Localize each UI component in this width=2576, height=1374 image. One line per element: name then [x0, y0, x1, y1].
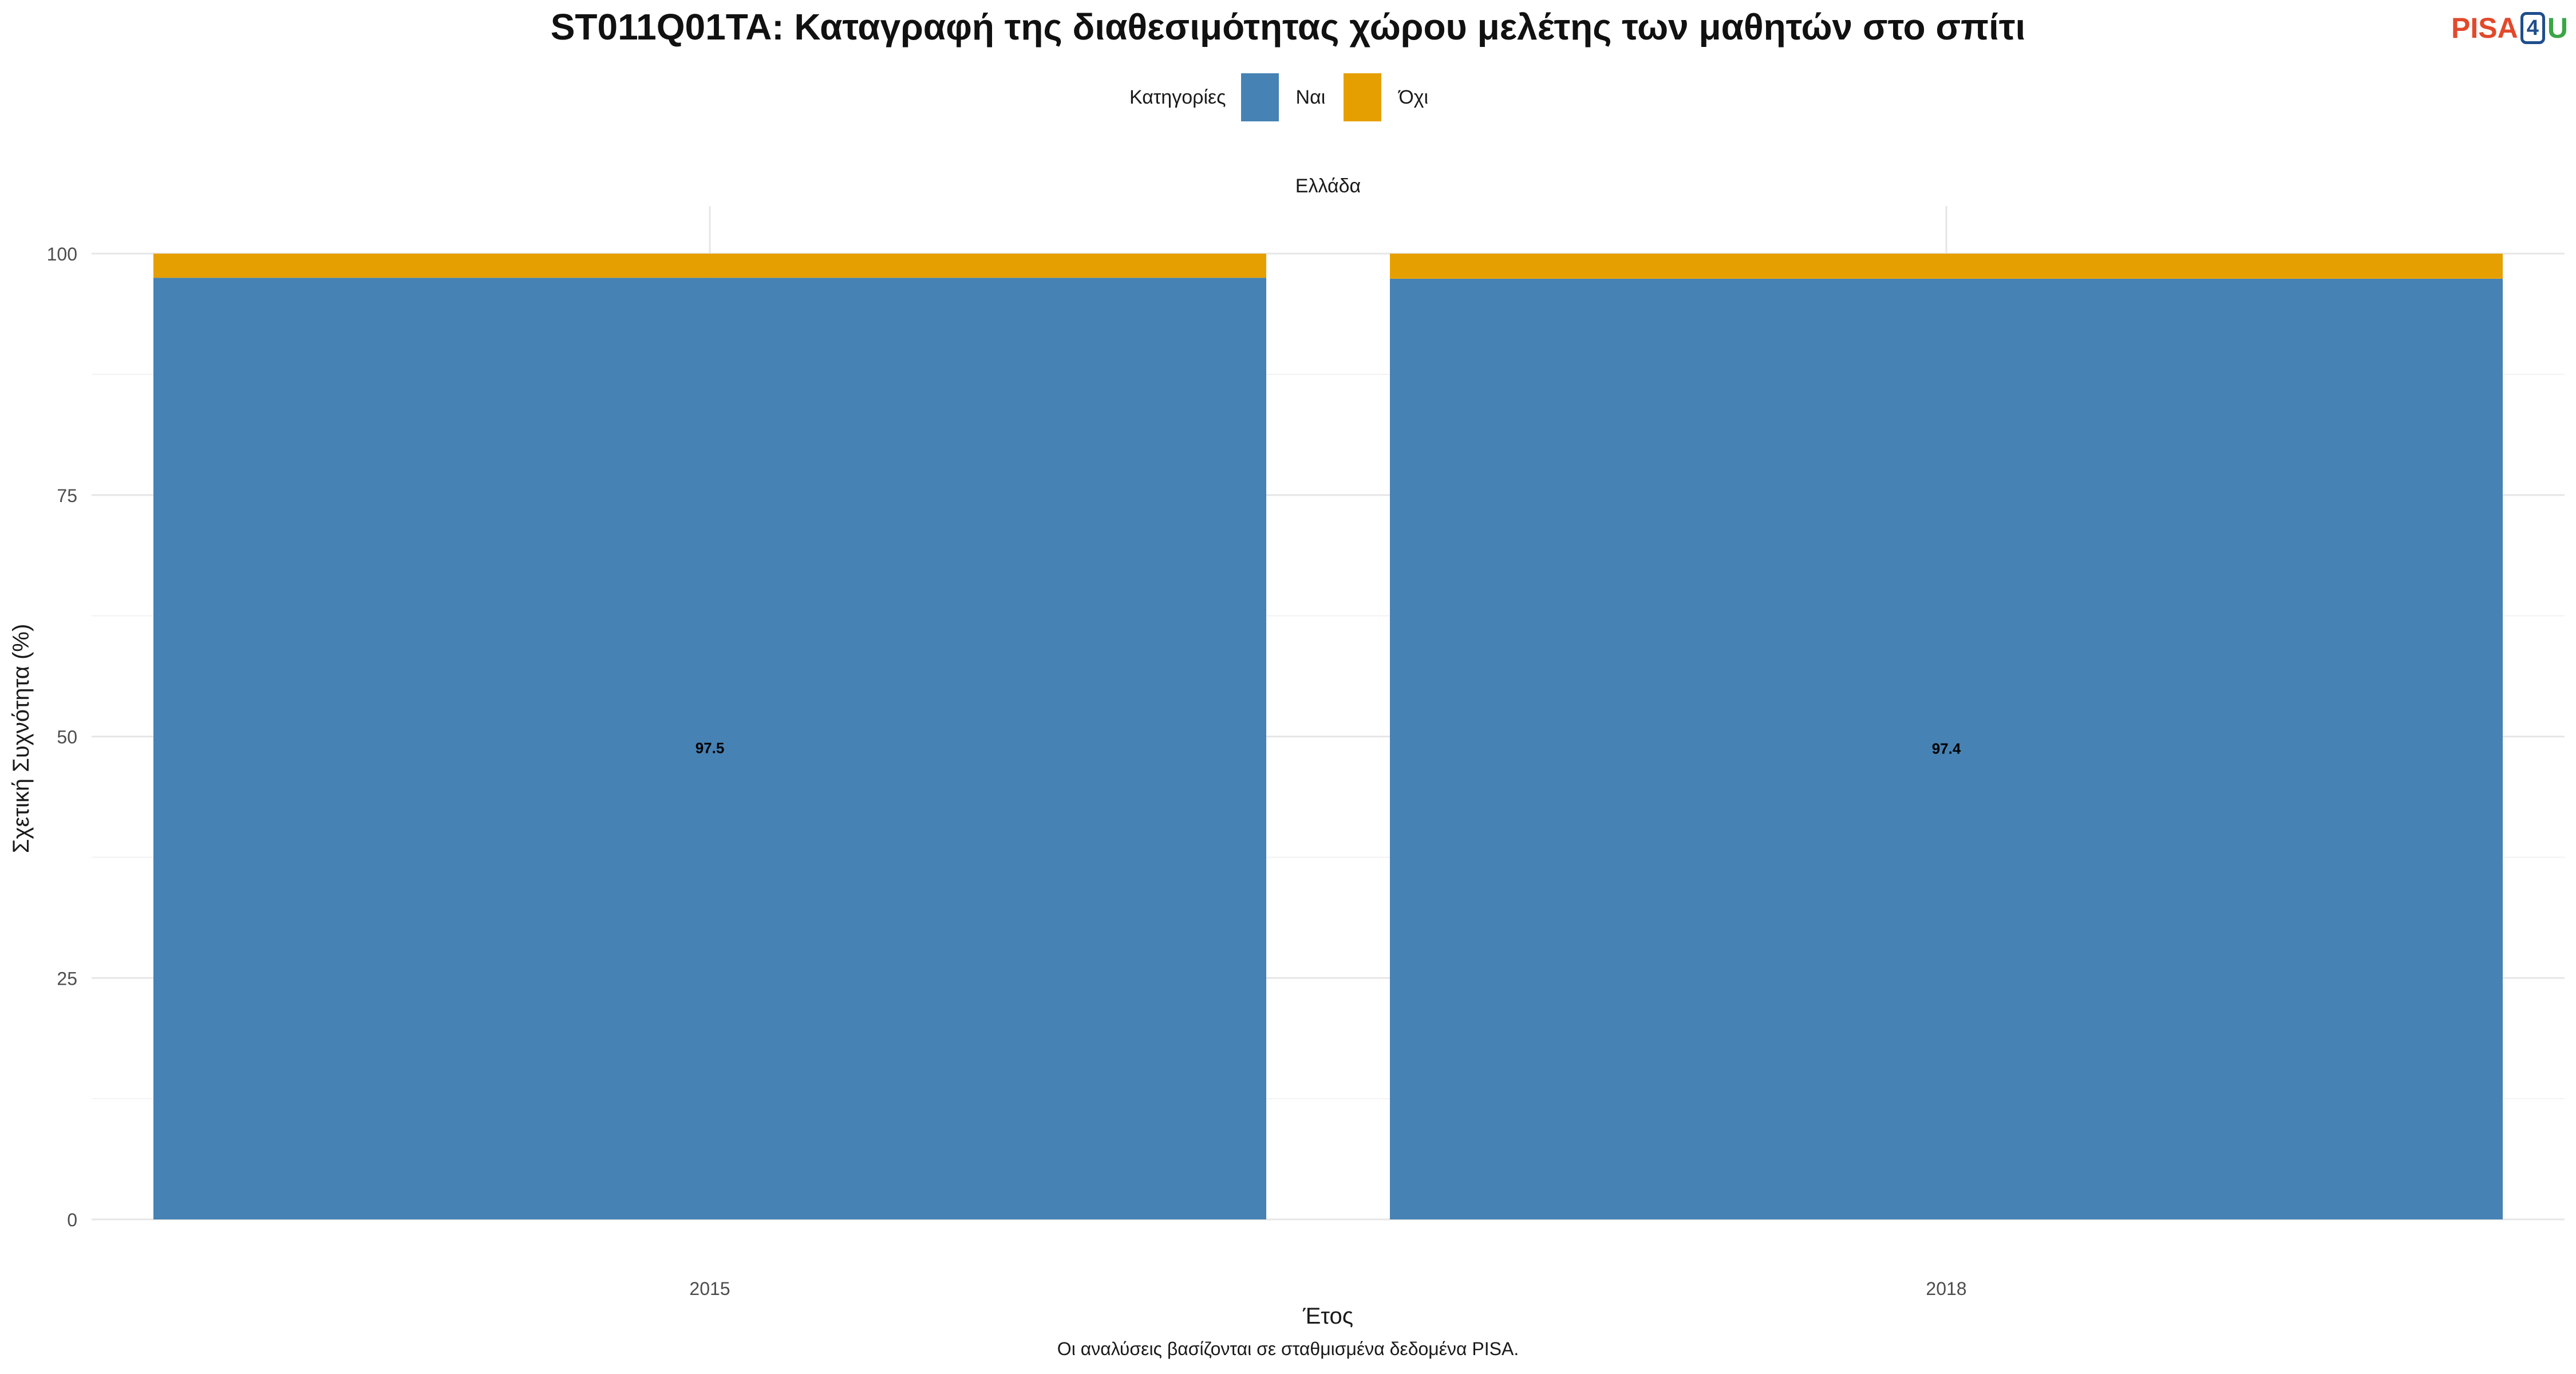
y-tick-label: 100 [47, 244, 77, 264]
data-label-2018: 97.4 [1932, 740, 1961, 757]
y-axis-title: Σχετική Συχνότητα (%) [9, 624, 34, 854]
logo-text-u: U [2547, 12, 2568, 44]
data-label-2015: 97.5 [696, 740, 725, 757]
y-tick-label: 50 [57, 727, 77, 748]
legend-label-nai: Ναι [1295, 86, 1326, 108]
y-tick-label: 0 [67, 1210, 77, 1230]
data-labels: 97.5 97.4 [696, 740, 1961, 757]
facet-label: Ελλάδα [1295, 175, 1361, 197]
legend-label-ochi: Όχι [1398, 86, 1429, 108]
bar-2015-series-1 [153, 254, 1266, 278]
logo-text-4: 4 [2520, 12, 2545, 44]
axes: 0 25 50 75 100 2015 2018 [47, 244, 1967, 1299]
legend: Κατηγορίες Ναι Όχι [0, 73, 2576, 121]
x-tick-label: 2015 [689, 1278, 730, 1299]
bar-2018-series-0 [1390, 278, 2503, 1219]
x-tick-label: 2018 [1926, 1278, 1966, 1299]
legend-item-nai: Ναι [1240, 73, 1326, 121]
legend-item-ochi: Όχι [1344, 73, 1428, 121]
x-axis-title: Έτος [1302, 1304, 1353, 1329]
pisa4u-logo: PISA 4 U [2451, 11, 2568, 45]
caption: Οι αναλύσεις βασίζονται σε σταθμισμένα δ… [1057, 1339, 1519, 1359]
bar-2015-series-0 [153, 278, 1266, 1219]
bar-2018-series-1 [1390, 254, 2503, 279]
legend-swatch-nai [1240, 73, 1279, 121]
logo-text-pisa: PISA [2451, 12, 2518, 44]
bars [153, 254, 2503, 1219]
legend-title: Κατηγορίες [1129, 86, 1226, 108]
legend-swatch-ochi [1344, 73, 1382, 121]
y-tick-label: 25 [57, 968, 77, 989]
chart-title: ST011Q01TA: Καταγραφή της διαθεσιμότητας… [550, 6, 2026, 48]
y-tick-label: 75 [57, 485, 77, 506]
